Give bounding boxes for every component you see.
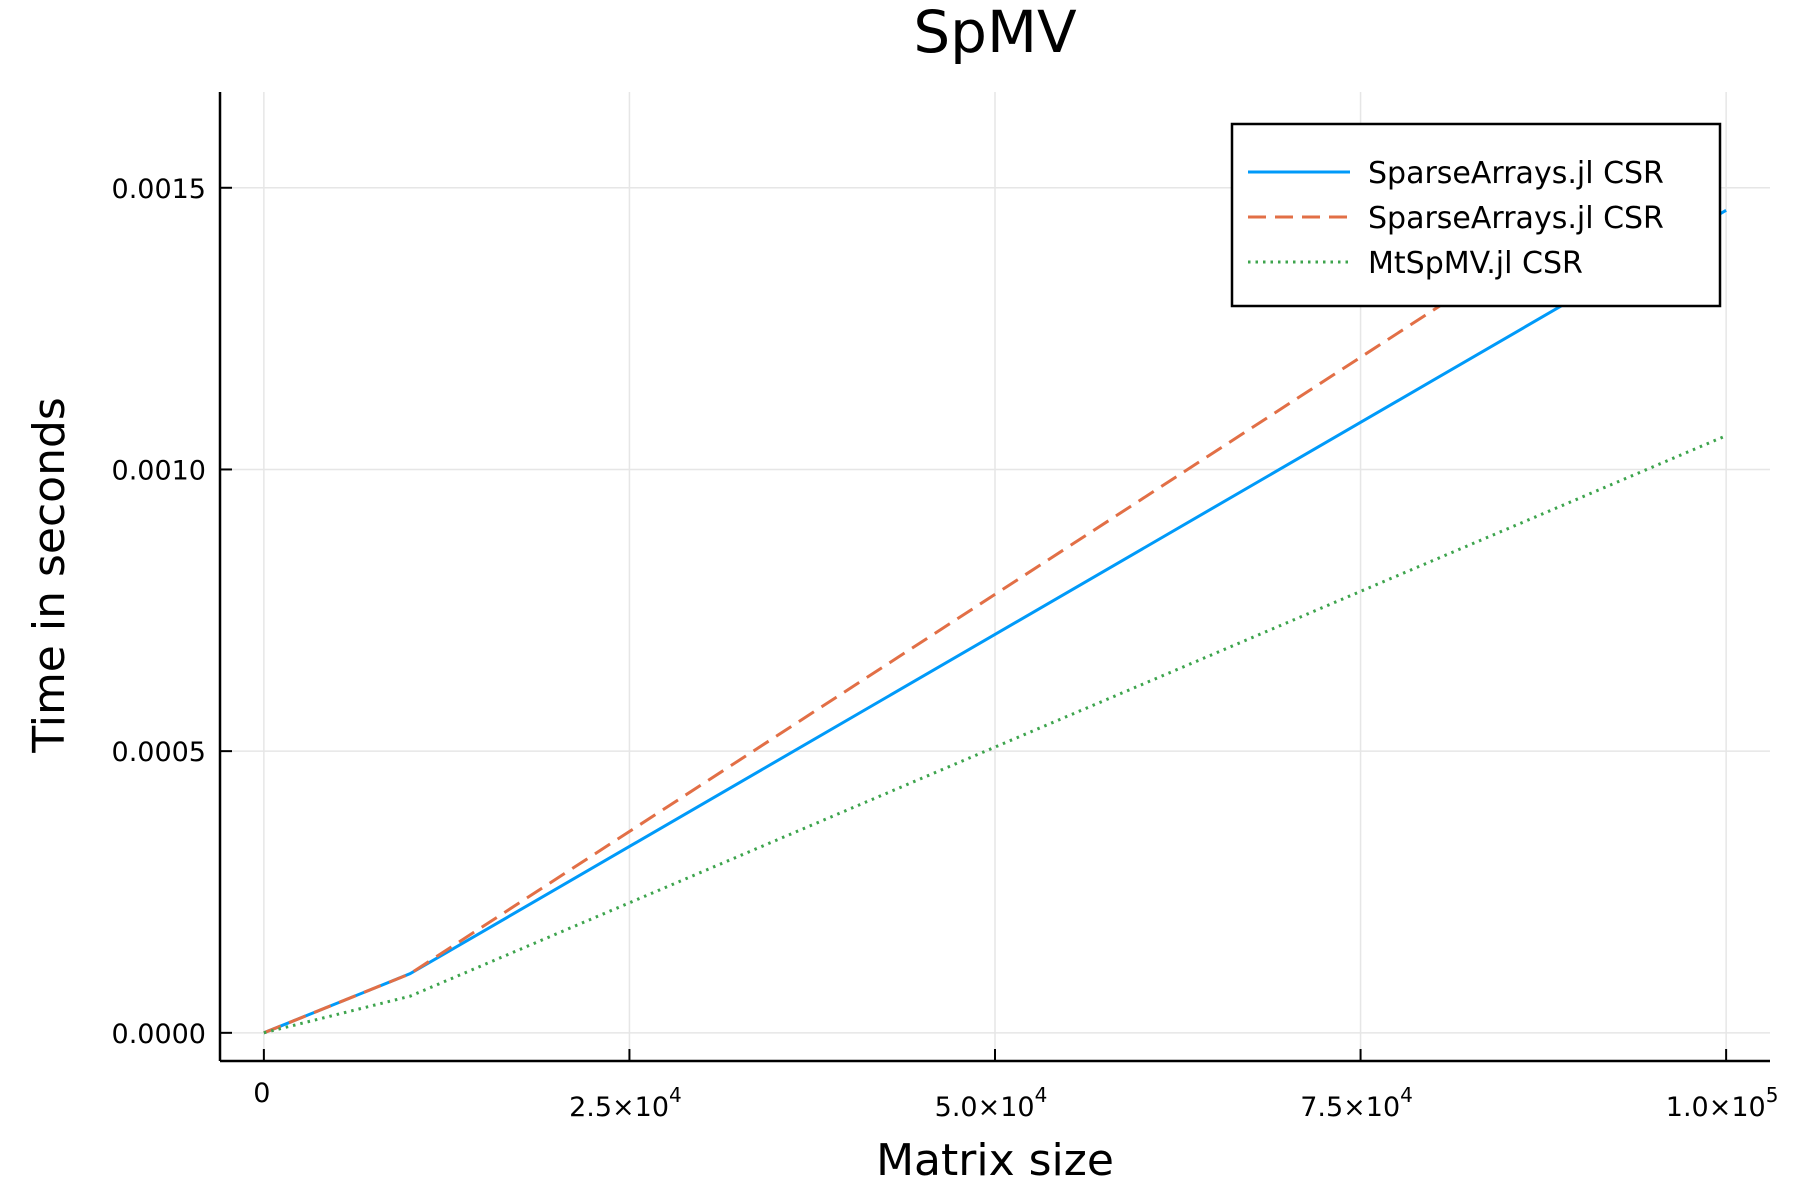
y-tick-label: 0.0010 <box>112 455 206 486</box>
y-tick-label: 0.0005 <box>112 737 206 768</box>
legend-label-3: MtSpMV.jl CSR <box>1368 246 1583 281</box>
x-tick-label: 1.0×105 <box>1666 1083 1779 1123</box>
y-tick-label: 0.0015 <box>112 174 206 205</box>
legend: SparseArrays.jl CSR SparseArrays.jl CSR Mt… <box>1230 122 1722 308</box>
x-tick-label: 2.5×104 <box>569 1083 682 1123</box>
series-line-1 <box>263 209 1727 1035</box>
y-axis-title: Time in seconds <box>24 397 75 754</box>
series-line-2 <box>263 118 1727 1035</box>
legend-box <box>1230 122 1722 308</box>
ticks: 0 2.5×104 5.0×104 7.5×104 1.0×105 0.0000 0.000… <box>112 174 1779 1123</box>
y-tick-label: 0.0000 <box>112 1019 206 1050</box>
series-line-3 <box>263 434 1727 1035</box>
legend-label-1: SparseArrays.jl CSR <box>1368 156 1664 191</box>
series-group <box>263 118 1727 1035</box>
x-tick-label: 0 <box>253 1078 270 1109</box>
x-tick-label: 7.5×104 <box>1300 1083 1413 1123</box>
legend-label-2: SparseArrays.jl CSR <box>1368 201 1664 236</box>
x-axis-title: Matrix size <box>876 1135 1114 1186</box>
chart-title: SpMV <box>913 0 1077 66</box>
x-tick-label: 5.0×104 <box>935 1083 1048 1123</box>
